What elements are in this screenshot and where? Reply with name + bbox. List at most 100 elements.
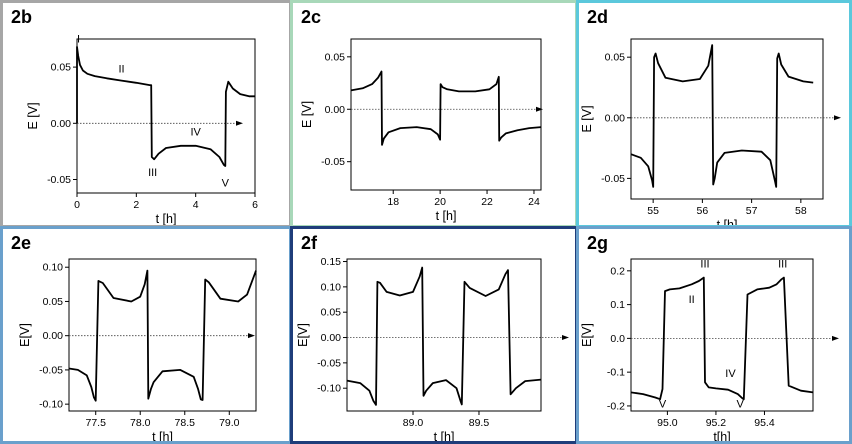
- x-tick-label: 78.5: [175, 417, 196, 429]
- annotation-label: V: [222, 177, 230, 189]
- x-tick-label: 79.0: [219, 417, 240, 429]
- x-tick-label: 89.5: [469, 417, 490, 429]
- x-tick-label: 95.4: [754, 417, 775, 429]
- x-tick-label: 95.2: [706, 417, 727, 429]
- series-line: [350, 70, 542, 146]
- panel-label: 2f: [301, 233, 318, 253]
- panel-label: 2g: [587, 233, 609, 253]
- zero-line-arrow: [536, 106, 543, 112]
- y-tick-label: 0.05: [321, 307, 342, 319]
- y-tick-label: -0.10: [317, 383, 341, 395]
- zero-line-arrow: [834, 115, 841, 121]
- x-axis-label: t [h]: [717, 218, 738, 225]
- x-axis-label: t[h]: [713, 430, 730, 441]
- zero-line-arrow: [562, 335, 569, 341]
- y-axis-label: E[V]: [18, 323, 32, 347]
- y-tick-label: 0.00: [51, 118, 72, 130]
- plot-frame: [350, 38, 542, 191]
- x-axis-label: t [h]: [436, 209, 457, 223]
- series-line: [630, 44, 814, 188]
- panel-label: 2b: [11, 7, 33, 27]
- panel-2f: 2f 89.0 89.5 0.15 0.10 0.05 0.00 -0.05 -0.10 t [h…: [290, 226, 578, 444]
- y-tick-label: 0.10: [43, 262, 64, 274]
- y-axis-label: E[V]: [580, 323, 594, 347]
- annotation-label: III: [700, 258, 709, 270]
- y-axis-label: E [V]: [580, 105, 594, 132]
- zero-line-arrow: [832, 335, 839, 341]
- x-tick-label: 24: [528, 196, 540, 208]
- panel-label: 2e: [11, 233, 32, 253]
- x-tick-label: 89.0: [403, 417, 424, 429]
- x-tick-label: 20: [434, 196, 446, 208]
- y-tick-label: -0.05: [601, 173, 625, 185]
- y-tick-label: 0.1: [610, 299, 625, 311]
- annotation-label: I: [77, 33, 80, 45]
- y-tick-label: -0.1: [607, 367, 625, 379]
- x-tick-label: 95.0: [657, 417, 678, 429]
- x-tick-label: 58: [795, 205, 807, 217]
- y-tick-label: -0.2: [607, 400, 625, 412]
- chart-2e: 77.5 78.0 78.5 79.0 0.10 0.05 0.00 -0.05 -0.10 t …: [18, 258, 257, 441]
- plot-frame: [630, 258, 814, 412]
- panel-2g: 2g 95.0 95.2 95.4 0.2 0.1 0.0 -0.1 -0.2 t[h] E[V] I…: [576, 226, 852, 444]
- y-axis-label: E [V]: [26, 102, 40, 129]
- x-axis-label: t [h]: [434, 430, 455, 441]
- x-tick-label: 56: [697, 205, 709, 217]
- panel-2e: 2e 77.5 78.0 78.5 79.0 0.10 0.05 0.00 -0.05 -0.10…: [0, 226, 292, 444]
- y-tick-label: 0.2: [610, 265, 625, 277]
- y-tick-label: 0.05: [43, 296, 64, 308]
- y-tick-label: 0.05: [605, 52, 626, 64]
- panel-label: 2c: [301, 7, 322, 27]
- x-tick-label: 22: [481, 196, 493, 208]
- plot-frame: [346, 258, 542, 412]
- y-tick-label: -0.05: [321, 156, 345, 168]
- x-tick-label: 0: [74, 199, 80, 211]
- annotation-label: III: [148, 167, 157, 179]
- x-tick-label: 57: [746, 205, 758, 217]
- chart-2f: 89.0 89.5 0.15 0.10 0.05 0.00 -0.05 -0.10 t [h] E…: [296, 256, 569, 441]
- y-axis-label: E [V]: [300, 101, 314, 128]
- y-tick-label: 0.10: [321, 281, 342, 293]
- series-line: [346, 266, 542, 406]
- y-tick-label: -0.05: [47, 174, 71, 186]
- y-tick-label: -0.10: [39, 399, 63, 411]
- y-tick-label: 0.05: [325, 51, 346, 63]
- y-tick-label: 0.0: [610, 333, 625, 345]
- panel-label: 2d: [587, 7, 609, 27]
- plot-frame: [76, 38, 256, 194]
- x-tick-label: 4: [193, 199, 199, 211]
- y-tick-label: 0.00: [43, 330, 64, 342]
- x-tick-label: 78.0: [130, 417, 151, 429]
- y-axis-label: E[V]: [296, 323, 310, 347]
- y-tick-label: 0.00: [605, 112, 626, 124]
- y-tick-label: -0.05: [39, 364, 63, 376]
- annotation-label: IV: [190, 127, 201, 139]
- annotation-label: V: [659, 399, 667, 411]
- y-tick-label: 0.05: [51, 62, 72, 74]
- zero-line-arrow: [236, 120, 243, 126]
- annotation-label: III: [778, 258, 787, 270]
- chart-2c: 18 20 22 24 0.05 0.00 -0.05 t [h] E [V]: [300, 38, 543, 223]
- series-line: [76, 46, 255, 167]
- x-tick-label: 2: [133, 199, 139, 211]
- annotation-label: IV: [725, 368, 736, 380]
- x-tick-label: 77.5: [85, 417, 106, 429]
- x-tick-label: 55: [647, 205, 659, 217]
- plot-frame: [68, 258, 257, 412]
- x-axis-label: t [h]: [152, 430, 173, 441]
- chart-2g: 95.0 95.2 95.4 0.2 0.1 0.0 -0.1 -0.2 t[h] E[V] III…: [580, 258, 839, 441]
- x-tick-label: 18: [387, 196, 399, 208]
- panel-2c: 2c 18 20 22 24 0.05 0.00 -0.05 t [h] E [V]: [290, 0, 578, 228]
- annotation-label: II: [118, 64, 124, 76]
- annotation-label: V: [737, 399, 745, 411]
- panel-2d: 2d 55 56 57 58 0.05 0.00 -0.05 t [h] E [V]: [576, 0, 852, 228]
- chart-2d: 55 56 57 58 0.05 0.00 -0.05 t [h] E [V]: [580, 38, 841, 225]
- x-axis-label: t [h]: [156, 212, 177, 225]
- plot-frame: [630, 38, 824, 200]
- series-line: [630, 276, 814, 401]
- panel-2b: 2b 0 2 4 6 0.05 0.00 -0.05 t [h] E [V] I II IV III V: [0, 0, 292, 228]
- zero-line-arrow: [248, 333, 255, 339]
- y-tick-label: 0.15: [321, 256, 342, 268]
- y-tick-label: 0.00: [321, 332, 342, 344]
